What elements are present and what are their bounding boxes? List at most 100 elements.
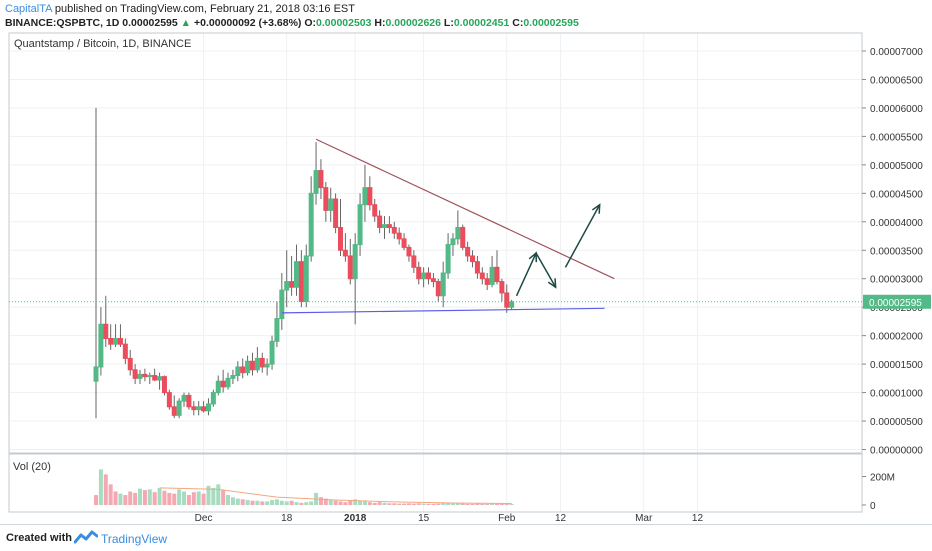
candle-body: [484, 278, 490, 285]
y-tick-label: 0.00006000: [870, 104, 923, 115]
last-price: 0.00002595: [122, 17, 178, 29]
x-tick-label: Dec: [195, 513, 213, 524]
candle-body: [157, 376, 163, 381]
symbol-label: BINANCE:QSPBTC, 1D: [5, 17, 120, 29]
x-tick-label: 15: [418, 513, 430, 524]
volume-bar: [338, 501, 343, 505]
chart-title: Quantstamp / Bitcoin, 1D, BINANCE: [14, 38, 191, 50]
candle-body: [171, 406, 177, 416]
candle-body: [210, 392, 216, 405]
candle-body: [220, 380, 226, 388]
candle-body: [196, 406, 202, 411]
volume-bar: [411, 503, 416, 505]
volume-bar: [387, 503, 392, 505]
vol-tick-label: 200M: [870, 473, 895, 484]
candle-body: [377, 215, 383, 228]
volume-bar: [490, 503, 495, 505]
candle-body: [93, 366, 99, 382]
candle-body: [215, 380, 221, 394]
volume-bar: [147, 489, 152, 505]
candle-body: [191, 406, 197, 411]
volume-bar: [103, 474, 108, 505]
price-chart[interactable]: Quantstamp / Bitcoin, 1D, BINANCE Vol (2…: [0, 0, 932, 524]
candle-body: [352, 244, 358, 280]
candle-body: [474, 261, 480, 274]
volume-bar: [431, 503, 436, 505]
candle-body: [342, 249, 348, 257]
candle-body: [279, 289, 285, 320]
volume-bar: [509, 503, 514, 505]
breakout-arrow-head: [591, 203, 601, 214]
volume-bar: [333, 500, 338, 505]
volume-bar: [123, 495, 128, 505]
volume-bar: [358, 500, 363, 505]
author-link[interactable]: CapitalTA: [5, 3, 52, 15]
candle-body: [489, 266, 495, 285]
volume-bar: [441, 502, 446, 505]
candle-body: [113, 337, 119, 345]
y-tick-label: 0.00001000: [870, 389, 923, 400]
volume-bar: [353, 499, 358, 505]
breakout-arrow: [564, 204, 601, 268]
candle-body: [347, 255, 353, 280]
candle-body: [161, 376, 167, 394]
grid-lines: [9, 33, 862, 512]
candle-body: [338, 226, 343, 251]
volume-bar: [284, 501, 289, 505]
volume-bar: [167, 492, 172, 505]
x-tick-label: 12: [692, 513, 704, 524]
candle-body: [259, 357, 265, 368]
y-tick-label: 0.00001500: [870, 360, 923, 371]
candle-body: [430, 278, 436, 283]
candle-body: [176, 400, 182, 416]
volume-bar: [392, 503, 397, 505]
created-with-text: Created with: [6, 532, 73, 544]
candle-body: [245, 360, 251, 374]
volume-bar: [343, 502, 348, 505]
volume-bar: [211, 487, 216, 505]
volume-bar: [436, 503, 441, 505]
volume-bar: [216, 484, 221, 505]
volume-bar: [274, 499, 279, 505]
volume-bar: [416, 503, 421, 505]
candle-body: [445, 244, 451, 274]
x-tick-label: Feb: [498, 513, 516, 524]
candle-body: [132, 369, 138, 379]
candle-body: [127, 357, 133, 371]
volume-bar: [504, 503, 509, 505]
candle-body: [435, 281, 441, 297]
x-tick-label: Mar: [635, 513, 653, 524]
volume-bar: [304, 502, 309, 505]
volume-bar: [299, 502, 304, 505]
vol-tick-label: 0: [870, 501, 876, 512]
candle-body: [230, 374, 236, 379]
y-tick-label: 0.00003500: [870, 246, 923, 257]
volume-bar: [186, 495, 191, 505]
candle-body: [166, 392, 172, 408]
x-tick-label: 12: [555, 513, 567, 524]
volume-bar: [240, 499, 245, 505]
tradingview-brand[interactable]: TradingView: [101, 532, 168, 546]
volume-bar: [162, 490, 167, 505]
low-label: L:: [443, 17, 454, 29]
y-tick-label: 0.00002000: [870, 332, 923, 343]
volume-bar: [221, 490, 226, 505]
open-label: O:: [304, 17, 317, 29]
volume-bar: [328, 500, 333, 505]
volume-bar: [309, 501, 314, 505]
volume-bar: [138, 488, 143, 505]
candle-body: [499, 281, 505, 294]
candle-body: [152, 374, 158, 381]
candle-body: [254, 357, 260, 371]
volume-bar: [279, 500, 284, 505]
last-price-badge: [863, 294, 931, 309]
publish-line: CapitalTA published on TradingView.com, …: [5, 2, 579, 16]
candle-body: [328, 198, 334, 211]
volume-bar: [113, 491, 118, 505]
volume-bars: [94, 469, 514, 505]
candle-body: [396, 232, 402, 240]
price-axis[interactable]: 0.00000000 0.00000500 0.00001000 0.00001500…: [9, 47, 931, 512]
volume-bar: [382, 502, 387, 505]
close-value: 0.00002595: [523, 17, 579, 29]
time-axis[interactable]: Dec 18 2018 15 Feb 12 Mar 12: [195, 513, 704, 524]
